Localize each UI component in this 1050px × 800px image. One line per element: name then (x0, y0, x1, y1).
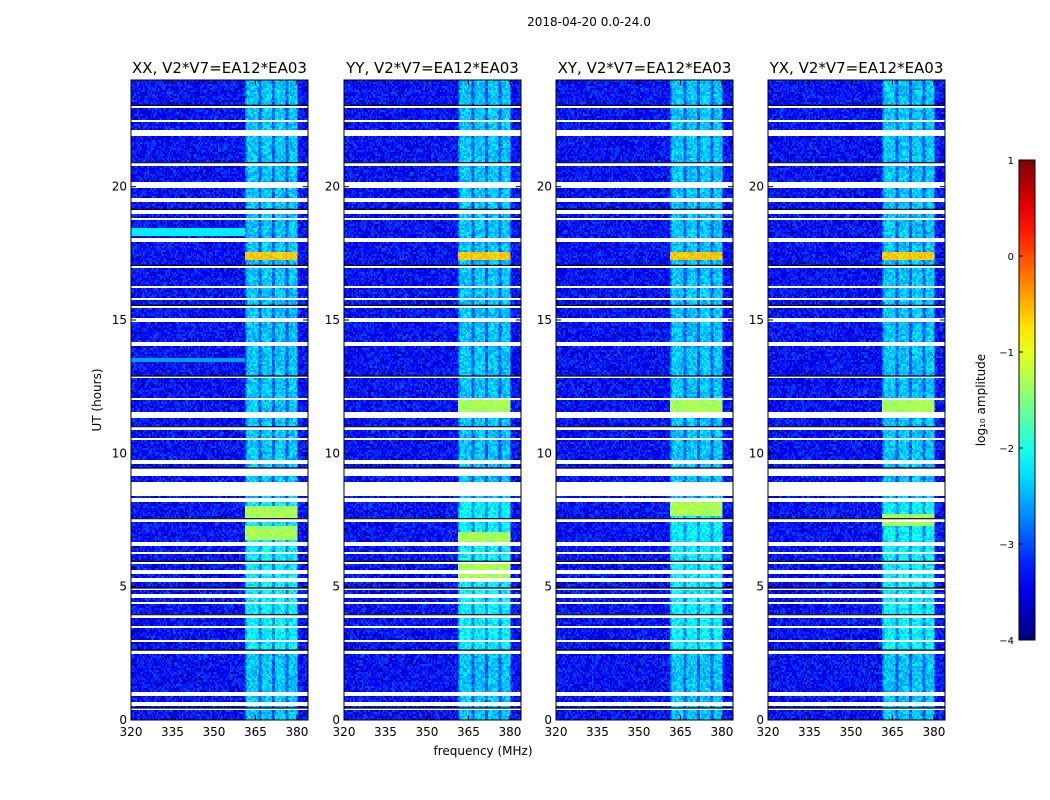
panel-heatmap-0 (131, 80, 308, 720)
panels-group: XX, V2*V7=EA12*EA03 320 335 350 365 380 0 5 10 15… (112, 59, 946, 739)
x-tick-label: 335 (586, 725, 609, 739)
x-tick-label: 380 (285, 725, 308, 739)
x-axis-label: frequency (MHz) (433, 744, 532, 758)
y-tick-label: 15 (749, 313, 764, 327)
panel-title-1: YY, V2*V7=EA12*EA03 (345, 59, 519, 77)
y-tick-label: 0 (544, 713, 552, 727)
colorbar-label: log₁₀ amplitude (974, 354, 988, 446)
panel-frame-0 (130, 79, 309, 721)
x-tick-label: 335 (374, 725, 397, 739)
y-tick-label: 10 (112, 446, 127, 460)
colorbar-tick-label: −2 (999, 444, 1014, 455)
colorbar-tick-label: −1 (999, 348, 1014, 359)
x-tick-label: 350 (840, 725, 863, 739)
x-tick-label: 320 (757, 725, 780, 739)
x-tick-label: 380 (710, 725, 733, 739)
panel-title-3: YX, V2*V7=EA12*EA03 (769, 59, 944, 77)
x-tick-label: 335 (798, 725, 821, 739)
x-tick-label: 320 (545, 725, 568, 739)
x-tick-label: 350 (628, 725, 651, 739)
y-tick-label: 0 (756, 713, 764, 727)
panel-1: YY, V2*V7=EA12*EA03 320 335 350 365 380 0 5 10 15… (325, 59, 522, 739)
y-tick-label: 15 (112, 313, 127, 327)
y-tick-label: 0 (332, 713, 340, 727)
x-tick-label: 320 (120, 725, 143, 739)
y-tick-label: 5 (544, 580, 552, 594)
colorbar-tick-label: −3 (999, 540, 1014, 551)
panel-frame-1 (343, 79, 522, 721)
x-tick-label: 365 (669, 725, 692, 739)
y-tick-label: 20 (325, 180, 340, 194)
colorbar-tick-label: 1 (1008, 156, 1014, 167)
panel-3: YX, V2*V7=EA12*EA03 320 335 350 365 380 0 5 10 15… (749, 59, 946, 739)
x-tick-label: 380 (922, 725, 945, 739)
y-tick-label: 20 (537, 180, 552, 194)
panel-heatmap-1 (344, 80, 521, 720)
panel-frame-2 (555, 79, 734, 721)
x-tick-label: 365 (457, 725, 480, 739)
y-tick-label: 0 (119, 713, 127, 727)
colorbar: 1 0 −1 −2 −3 −4 (999, 156, 1036, 647)
y-tick-label: 10 (749, 446, 764, 460)
x-tick-label: 335 (161, 725, 184, 739)
panel-frame-3 (767, 79, 946, 721)
x-tick-label: 365 (881, 725, 904, 739)
y-tick-label: 5 (332, 580, 340, 594)
x-tick-label: 365 (244, 725, 267, 739)
panel-heatmap-2 (556, 80, 733, 720)
y-tick-label: 10 (537, 446, 552, 460)
panel-0: XX, V2*V7=EA12*EA03 320 335 350 365 380 0 5 10 15… (112, 59, 309, 739)
y-tick-label: 20 (112, 180, 127, 194)
colorbar-tick-label: 0 (1008, 252, 1014, 263)
panel-title-2: XY, V2*V7=EA12*EA03 (558, 59, 732, 77)
y-tick-label: 15 (325, 313, 340, 327)
y-tick-label: 10 (325, 446, 340, 460)
panel-heatmap-3 (768, 80, 945, 720)
y-tick-label: 5 (119, 580, 127, 594)
panel-title-0: XX, V2*V7=EA12*EA03 (132, 59, 307, 77)
y-tick-label: 15 (537, 313, 552, 327)
x-tick-label: 380 (498, 725, 521, 739)
panel-2: XY, V2*V7=EA12*EA03 320 335 350 365 380 0 5 10 15… (537, 59, 734, 739)
y-tick-label: 20 (749, 180, 764, 194)
x-tick-label: 350 (416, 725, 439, 739)
x-tick-label: 320 (333, 725, 356, 739)
colorbar-tick-label: −4 (999, 636, 1014, 647)
colorbar-gradient (1018, 159, 1036, 641)
y-tick-label: 5 (756, 580, 764, 594)
x-tick-label: 350 (203, 725, 226, 739)
figure-suptitle: 2018-04-20 0.0-24.0 (527, 15, 651, 29)
y-axis-label: UT (hours) (90, 368, 104, 431)
